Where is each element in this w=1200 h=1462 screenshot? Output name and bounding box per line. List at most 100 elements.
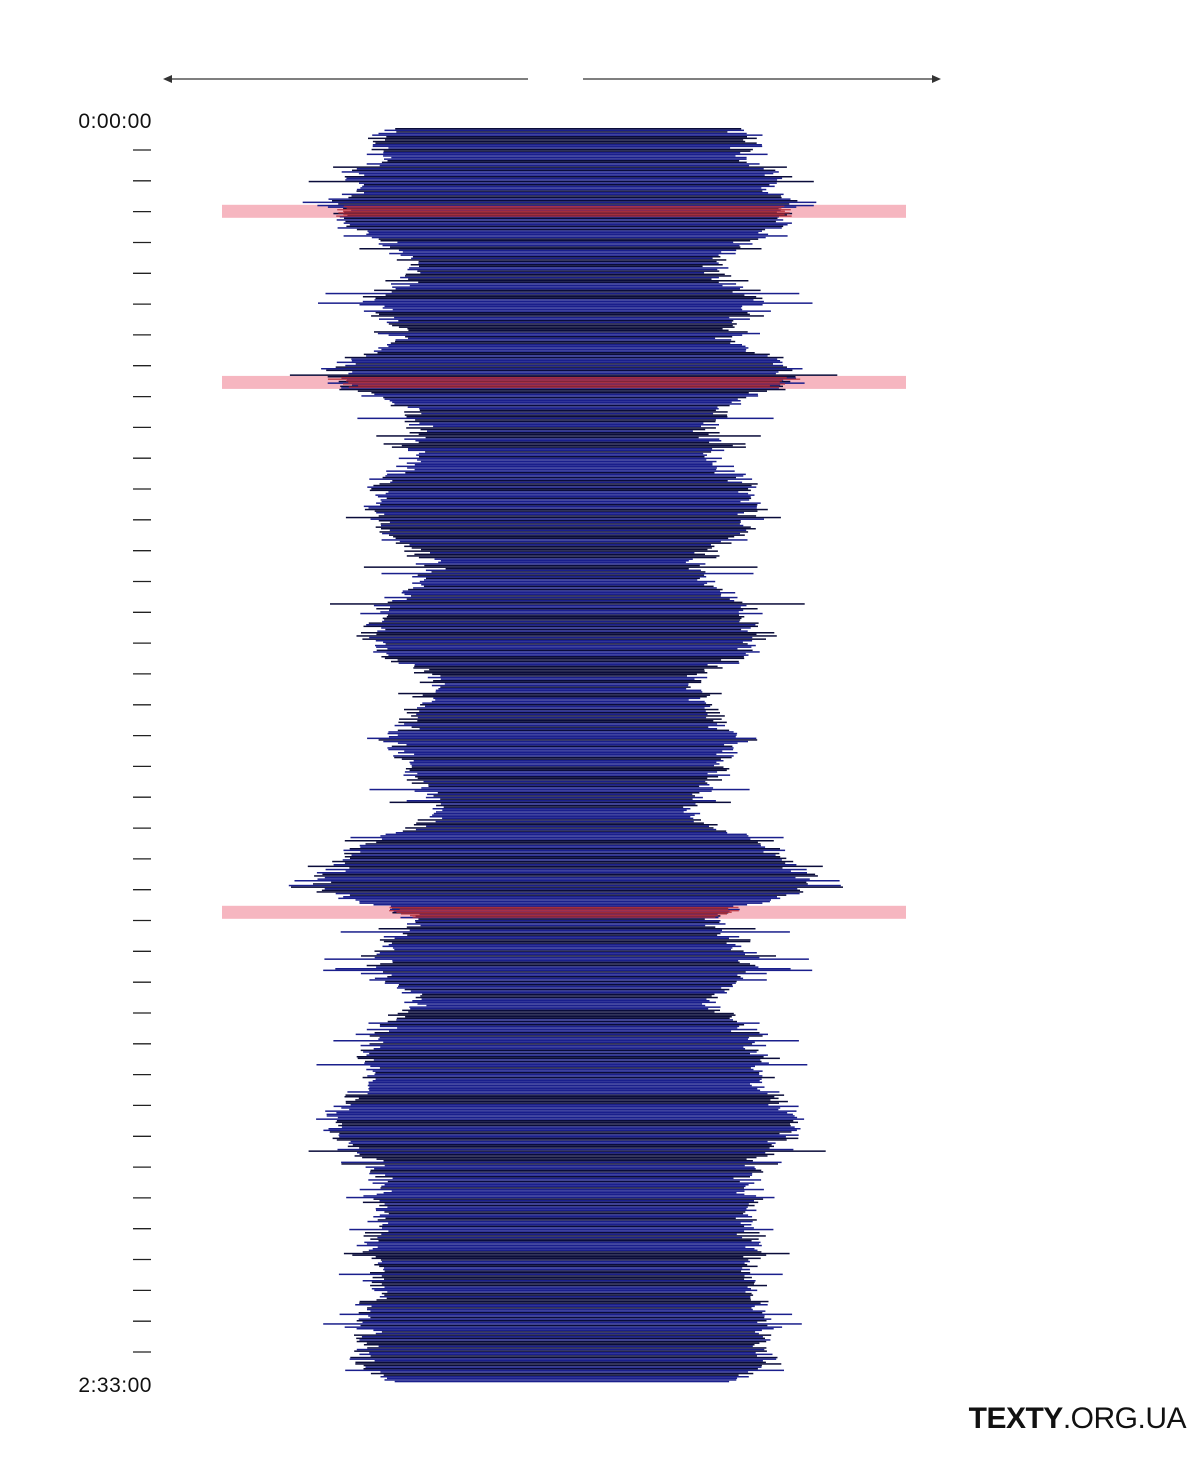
waveform-bar <box>380 963 750 965</box>
highlight-waveform-bar <box>389 906 739 909</box>
waveform-bar <box>339 388 786 391</box>
waveform-bar <box>420 460 717 463</box>
waveform-bar <box>369 1172 753 1175</box>
waveform-bar <box>366 233 769 236</box>
waveform-bar <box>375 142 757 144</box>
waveform-bar <box>376 1158 747 1160</box>
waveform-bar <box>356 1244 762 1247</box>
waveform-bar <box>381 627 751 629</box>
waveform-bar <box>294 880 840 882</box>
waveform-bar <box>344 840 774 842</box>
waveform-bar <box>415 419 716 421</box>
waveform-bar <box>387 1180 740 1183</box>
waveform-bar <box>426 577 700 580</box>
waveform-bar <box>360 1049 759 1052</box>
waveform-bar <box>355 899 771 901</box>
waveform-bar <box>385 294 745 296</box>
waveform-bar <box>417 574 705 576</box>
waveform-bar <box>388 731 734 733</box>
waveform-bar <box>417 707 705 709</box>
waveform-bar <box>420 704 713 706</box>
waveform-bar <box>317 204 814 207</box>
waveform-bar <box>414 664 708 666</box>
waveform-bar <box>440 803 696 805</box>
waveform-bar <box>440 678 695 680</box>
waveform-bar <box>351 358 778 360</box>
waveform-bar <box>391 974 738 976</box>
brand-logo[interactable]: TEXTY.ORG.UA <box>969 1402 1187 1436</box>
waveform-bar <box>354 1334 772 1336</box>
waveform-bar <box>329 1131 792 1133</box>
waveform-bar <box>308 180 814 183</box>
highlight-waveform-bar <box>338 212 790 214</box>
waveform-bar <box>419 409 716 412</box>
waveform-bar <box>415 563 706 565</box>
waveform-bar <box>382 476 736 479</box>
waveform-bar <box>395 542 732 544</box>
waveform-bar <box>398 984 733 986</box>
right-arrow-head <box>932 75 941 83</box>
waveform-bar <box>387 614 739 616</box>
waveform-bar <box>407 923 726 925</box>
waveform-bar <box>415 996 718 999</box>
waveform-bar <box>374 510 758 512</box>
waveform-bar <box>364 1241 761 1244</box>
waveform-bar <box>401 444 733 447</box>
waveform-bar <box>359 1339 771 1341</box>
waveform-bar <box>408 329 729 332</box>
waveform-bar <box>380 1259 749 1261</box>
waveform-bar <box>343 235 788 237</box>
waveform-bar <box>394 316 730 319</box>
waveform-bar <box>314 875 818 877</box>
waveform-bar <box>370 1169 762 1172</box>
waveform-bar <box>404 593 722 596</box>
waveform-bar <box>356 1056 764 1058</box>
waveform-bar <box>379 952 757 954</box>
waveform-bar <box>386 321 732 324</box>
waveform-bar <box>367 1307 752 1309</box>
waveform-bar <box>381 1331 756 1333</box>
waveform-bar <box>417 819 701 821</box>
waveform-bar <box>355 363 773 365</box>
waveform-bar <box>384 1294 754 1296</box>
waveform-bar <box>396 1017 730 1020</box>
waveform-bar <box>399 718 722 720</box>
waveform-bar <box>367 1075 763 1077</box>
waveform-bar <box>376 841 758 844</box>
waveform-bar <box>389 801 731 804</box>
waveform-bar <box>384 1278 745 1280</box>
waveform-bar <box>378 1345 753 1348</box>
waveform-bar <box>395 340 736 343</box>
waveform-bar <box>344 176 793 178</box>
waveform-bar <box>382 532 740 535</box>
waveform-bar <box>365 1060 762 1063</box>
waveform-bar <box>379 313 750 316</box>
waveform-bar <box>325 292 800 295</box>
waveform-bar <box>443 806 684 808</box>
waveform-bar <box>339 1313 793 1316</box>
highlight-waveform-bar <box>399 908 729 910</box>
waveform-bar <box>374 1032 760 1034</box>
waveform-bar <box>363 353 770 356</box>
waveform-bar <box>420 428 706 431</box>
waveform-bar <box>414 553 705 556</box>
waveform-bar <box>383 936 740 938</box>
waveform-bar <box>367 1092 768 1095</box>
waveform-bar <box>308 1150 826 1152</box>
waveform-bar <box>385 628 742 631</box>
waveform-bar <box>379 1265 758 1268</box>
waveform-bar <box>393 536 735 538</box>
waveform-bar <box>411 782 708 784</box>
waveform-bar <box>370 1310 766 1312</box>
waveform-bar <box>375 1208 747 1210</box>
waveform-bar <box>374 299 754 301</box>
waveform-bar <box>387 648 738 650</box>
waveform-bar <box>383 1268 750 1271</box>
waveform-bar <box>349 1228 774 1231</box>
waveform-bar <box>405 273 725 276</box>
waveform-bar <box>342 859 782 861</box>
waveform-bar <box>390 905 734 908</box>
waveform-bar <box>388 736 736 738</box>
waveform-bar <box>398 752 738 754</box>
highlight-waveform-bar <box>327 378 801 380</box>
